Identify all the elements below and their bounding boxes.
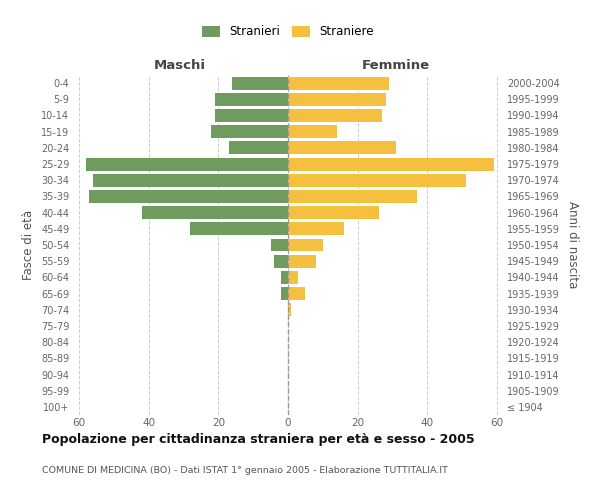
Bar (281, 287, 288, 300)
Bar (288, 76, 389, 90)
Bar (288, 190, 417, 203)
Text: COMUNE DI MEDICINA (BO) - Dati ISTAT 1° gennaio 2005 - Elaborazione TUTTITALIA.I: COMUNE DI MEDICINA (BO) - Dati ISTAT 1° … (42, 466, 448, 475)
Bar (288, 142, 396, 154)
Bar (215, 93, 288, 106)
Bar (288, 158, 494, 170)
Text: Maschi: Maschi (154, 58, 206, 71)
Bar (288, 93, 386, 106)
Bar (288, 238, 323, 252)
Bar (288, 254, 316, 268)
Text: Popolazione per cittadinanza straniera per età e sesso - 2005: Popolazione per cittadinanza straniera p… (42, 432, 475, 446)
Y-axis label: Fasce di età: Fasce di età (22, 210, 35, 280)
Bar (142, 206, 288, 219)
Bar (93, 174, 288, 186)
Bar (288, 125, 337, 138)
Bar (274, 254, 288, 268)
Text: Femmine: Femmine (362, 58, 430, 71)
Bar (288, 174, 466, 186)
Legend: Stranieri, Straniere: Stranieri, Straniere (197, 20, 379, 43)
Bar (89, 190, 288, 203)
Bar (288, 304, 292, 316)
Y-axis label: Anni di nascita: Anni di nascita (566, 202, 579, 288)
Bar (281, 271, 288, 284)
Bar (86, 158, 288, 170)
Bar (288, 271, 298, 284)
Bar (215, 109, 288, 122)
Bar (229, 142, 288, 154)
Bar (271, 238, 288, 252)
Bar (211, 125, 288, 138)
Bar (232, 76, 288, 90)
Bar (288, 206, 379, 219)
Bar (288, 222, 344, 235)
Bar (288, 109, 382, 122)
Bar (288, 287, 305, 300)
Bar (190, 222, 288, 235)
